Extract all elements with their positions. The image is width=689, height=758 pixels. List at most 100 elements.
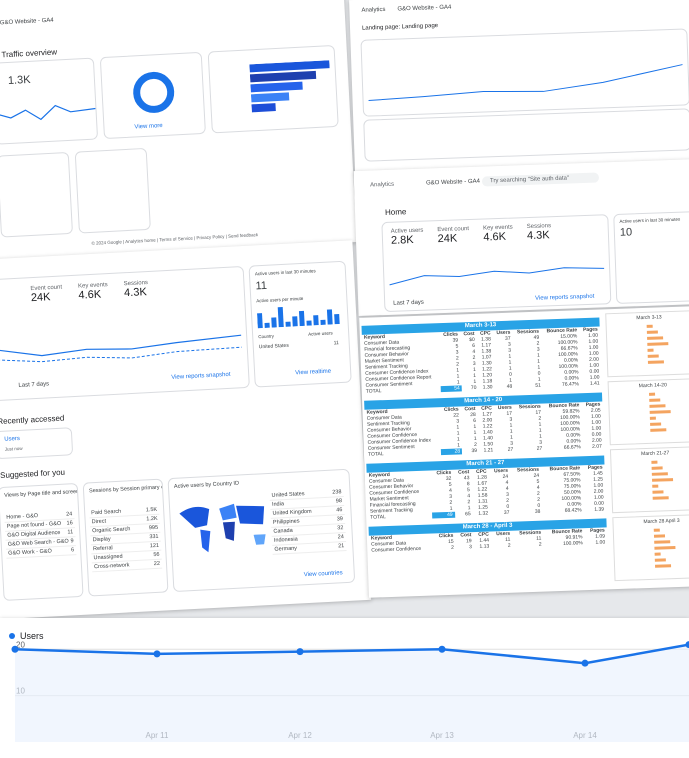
cell: 76.47% [543,381,581,388]
card-title: Active users by Country ID [174,481,239,490]
date-range[interactable]: Last 7 days [18,381,49,389]
mini-bar [655,558,666,561]
world-map [174,494,272,559]
row-value: 121 [150,543,159,549]
row-value: 24 [338,534,344,540]
bar [257,313,263,328]
cell: 37 [490,510,512,517]
card-title: Views by Page title and screen... [4,489,84,499]
mini-bar [650,422,661,425]
app-name: Analytics [370,182,394,189]
row-label: Cross-network [94,562,130,570]
cell: 39 [462,448,479,455]
row-value: 32 [337,525,343,531]
property: G&O Website - GA4 [0,18,54,27]
metric-card: 1.3K [0,58,98,145]
cohort-grid [249,60,332,114]
cell: 65 [455,511,473,518]
row-value: 331 [149,534,158,540]
cell: 48 [494,384,514,391]
sparkline [0,89,97,134]
cell: 3 [456,544,474,551]
row-value: 22 [154,561,160,567]
region [179,506,210,528]
cell: 2.07 [583,443,604,450]
bar [334,314,340,324]
mini-title: March 21-27 [641,450,669,457]
row-label: Direct [92,519,107,526]
mini-bar [649,393,655,396]
region [219,504,237,521]
row-value: 11 [67,529,73,535]
metric-value: 4.6K [78,288,108,302]
mini-bar [650,428,666,432]
bar [265,323,270,328]
mini-bar [654,534,665,537]
link[interactable]: View more [134,123,163,130]
mini-bar [654,546,675,550]
date-range[interactable]: Last 7 days [393,300,424,307]
bar [278,307,284,327]
bar [327,309,333,324]
link[interactable]: View countries [304,570,343,578]
mini-bar [649,404,665,408]
mini-bar [650,410,671,414]
bar [313,315,319,325]
bar-chart [257,302,343,328]
recent-item[interactable]: Users [4,436,20,443]
mini-bar [647,331,658,334]
mini-bar [653,496,669,500]
region [200,529,211,552]
row-value: 56 [153,552,159,558]
cell: 27 [515,446,544,453]
mini-bar [647,342,668,346]
link[interactable]: View realtime [295,369,331,377]
row-value: 6 [71,547,74,553]
cell: 51 [514,383,543,390]
point [154,650,161,657]
cell: 1.00 [585,539,608,546]
mini-chart: March 28 April 3 [612,514,689,581]
link[interactable]: View reports snapshot [535,294,594,302]
point [582,660,589,667]
cell: 38 [511,509,542,516]
recent-card[interactable]: Users Just now [0,427,73,459]
bar [292,316,298,326]
mini-bar [654,540,670,544]
cell: 2 [491,543,513,550]
mini-bar [648,355,659,358]
row-label: Philippines [273,518,300,525]
row-label: United Kingdom [272,509,311,517]
mini-bar [647,336,663,340]
column-head: Active users [308,330,333,336]
chart-card [360,28,689,116]
row-label: India [272,501,284,508]
row-value: 46 [336,507,342,513]
row-value: 9 [70,538,73,544]
link[interactable]: View reports snapshot [171,372,230,381]
row-label: Canada [273,528,293,535]
point [12,646,19,653]
cell: 2 [433,545,456,552]
title: Landing page: Landing page [362,23,438,32]
mini-chart: March 3-13 [605,310,689,377]
cell: 1.21 [479,447,495,454]
metric-value: 4.3K [527,229,552,242]
mini-bar [652,466,663,469]
metric-value: 4.3K [124,286,149,299]
search-box[interactable]: Try searching "Site auth data" [482,173,599,187]
